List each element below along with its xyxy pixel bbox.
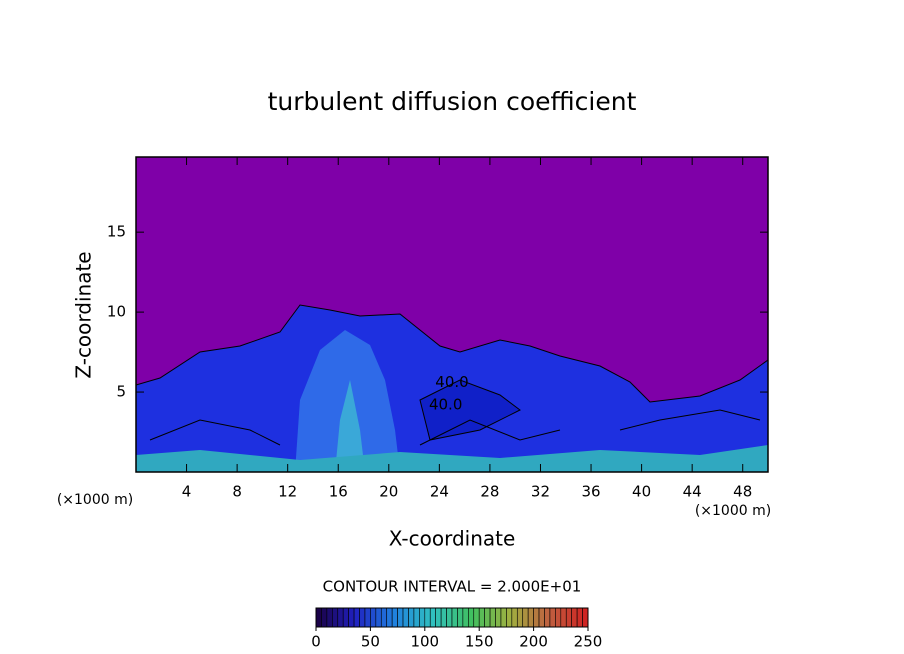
colorbar-tick-label: 100 bbox=[410, 633, 439, 651]
y-tick-label: 15 bbox=[107, 223, 126, 241]
x-unit-label: (×1000 m) bbox=[695, 503, 771, 519]
colorbar-cell bbox=[402, 607, 409, 628]
plot-frame bbox=[135, 156, 769, 473]
colorbar-cell bbox=[321, 607, 328, 628]
y-tick-label: 10 bbox=[107, 303, 126, 321]
colorbar-cell bbox=[419, 607, 426, 628]
colorbar-cell bbox=[538, 607, 545, 628]
x-tick-label: 48 bbox=[733, 483, 752, 501]
contour-label: 40.0 bbox=[435, 373, 468, 391]
colorbar-cell bbox=[391, 607, 398, 628]
colorbar-cell bbox=[489, 607, 496, 628]
x-tick-label: 16 bbox=[329, 483, 348, 501]
colorbar-cell bbox=[511, 607, 518, 628]
colorbar-cell bbox=[565, 607, 572, 628]
x-tick-label: 28 bbox=[480, 483, 499, 501]
x-axis-label: X-coordinate bbox=[389, 527, 516, 551]
colorbar-cell bbox=[364, 607, 371, 628]
colorbar-cell bbox=[582, 607, 589, 628]
contour-label: 40.0 bbox=[429, 395, 462, 413]
colorbar-cell bbox=[342, 607, 349, 628]
colorbar-cell bbox=[348, 607, 355, 628]
colorbar-cell bbox=[380, 607, 388, 628]
colorbar-cell bbox=[315, 607, 322, 628]
colorbar-cell bbox=[353, 607, 360, 628]
x-tick-label: 40 bbox=[632, 483, 651, 501]
colorbar-cell bbox=[533, 607, 540, 628]
colorbar-tick-label: 50 bbox=[361, 633, 380, 651]
x-tick-label: 36 bbox=[581, 483, 600, 501]
colorbar-cell bbox=[359, 607, 366, 628]
colorbar-cell bbox=[462, 607, 469, 628]
x-tick-label: 12 bbox=[278, 483, 297, 501]
colorbar-cell bbox=[571, 607, 578, 628]
colorbar-cell bbox=[429, 607, 436, 628]
colorbar-cell bbox=[522, 607, 529, 628]
colorbar-cell bbox=[473, 607, 480, 628]
colorbar-cell bbox=[332, 607, 339, 628]
colorbar-cell bbox=[370, 607, 377, 628]
colorbar-cell bbox=[516, 607, 524, 628]
colorbar-cell bbox=[397, 607, 404, 628]
colorbar-cell bbox=[337, 607, 344, 628]
contour-line bbox=[149, 409, 761, 446]
colorbar-frame bbox=[315, 607, 589, 628]
colorbar-cell bbox=[478, 607, 485, 628]
surface-layer bbox=[136, 445, 768, 472]
colorbar-cell bbox=[544, 607, 551, 628]
colorbar-cell bbox=[451, 607, 458, 628]
colorbar-cell bbox=[527, 607, 534, 628]
x-tick-label: 24 bbox=[430, 483, 449, 501]
colorbar-cell bbox=[424, 607, 431, 628]
colorbar-tick-label: 0 bbox=[311, 633, 321, 651]
plume-core bbox=[335, 380, 365, 472]
colorbar-cell bbox=[326, 607, 333, 628]
colorbar-cell bbox=[484, 607, 491, 628]
colorbar-cell bbox=[435, 607, 442, 628]
colorbar-cell bbox=[468, 607, 475, 628]
colorbar-cell bbox=[386, 607, 393, 628]
colorbar-cell bbox=[457, 607, 464, 628]
colorbar-cell bbox=[495, 607, 502, 628]
colorbar-cell bbox=[500, 607, 507, 628]
y-tick-label: 5 bbox=[116, 383, 126, 401]
field bbox=[135, 304, 769, 473]
colorbar-cell bbox=[413, 607, 420, 628]
colorbar-cell bbox=[576, 607, 583, 628]
chart-title: turbulent diffusion coefficient bbox=[268, 87, 637, 116]
x-tick-label: 8 bbox=[232, 483, 242, 501]
colorbar-cell bbox=[549, 607, 556, 628]
x-tick-label: 32 bbox=[531, 483, 550, 501]
x-tick-label: 44 bbox=[683, 483, 702, 501]
contour-interval: CONTOUR INTERVAL = 2.000E+01 bbox=[323, 578, 582, 596]
colorbar-cell bbox=[408, 607, 415, 628]
colorbar-tick-label: 200 bbox=[519, 633, 548, 651]
x-unit-label: (×1000 m) bbox=[57, 492, 133, 508]
colorbar-tick-label: 150 bbox=[465, 633, 494, 651]
x-tick-label: 20 bbox=[379, 483, 398, 501]
x-tick-label: 4 bbox=[182, 483, 192, 501]
colorbar-cell bbox=[506, 607, 513, 628]
colorbar-cell bbox=[440, 607, 447, 628]
colorbar-cell bbox=[560, 607, 567, 628]
colorbar-cell bbox=[375, 607, 382, 628]
colorbar-cell bbox=[446, 607, 453, 628]
y-axis-label: Z-coordinate bbox=[72, 251, 96, 378]
colorbar-cell bbox=[555, 607, 562, 628]
colorbar-tick-label: 250 bbox=[574, 633, 603, 651]
